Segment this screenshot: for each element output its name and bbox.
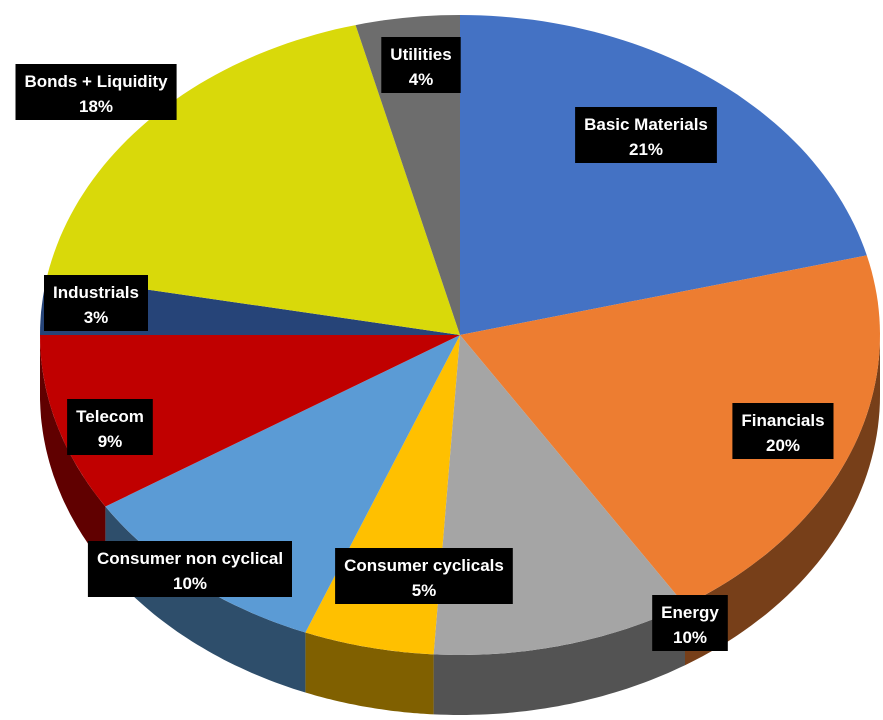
slice-side-energy [433, 605, 685, 715]
data-label-industrials: Industrials 3% [44, 275, 148, 331]
data-label-value: 10% [673, 628, 707, 647]
data-label-box [575, 107, 717, 163]
data-label-box [732, 403, 834, 459]
data-label-category: Bonds + Liquidity [24, 72, 168, 91]
data-label-category: Telecom [76, 407, 144, 426]
slice-utilities [355, 15, 460, 335]
data-label-category: Consumer non cyclical [97, 549, 283, 568]
slice-side-consumer-cyclicals [305, 632, 434, 715]
data-label-consumer-non-cyclical: Consumer non cyclical 10% [87, 541, 293, 597]
data-label-value: 10% [173, 574, 207, 593]
data-label-value: 20% [766, 436, 800, 455]
data-label-value: 18% [79, 97, 113, 116]
data-label-value: 3% [84, 308, 109, 327]
data-label-box [381, 37, 461, 93]
data-label-box [67, 399, 153, 455]
data-label-value: 21% [629, 140, 663, 159]
data-label-category: Consumer cyclicals [344, 556, 504, 575]
data-label-box [87, 541, 293, 597]
pie-label-layer: Basic Materials 21% Financials 20% Energy 10%… [15, 37, 834, 651]
slice-telecom [40, 335, 460, 507]
data-label-value: 5% [412, 581, 437, 600]
data-label-energy: Energy 10% [652, 595, 728, 651]
slice-financials [460, 255, 880, 606]
data-label-value: 9% [98, 432, 123, 451]
slice-bonds-liquidity [47, 25, 461, 335]
data-label-category: Basic Materials [584, 115, 708, 134]
data-label-category: Financials [741, 411, 824, 430]
data-label-value: 4% [409, 70, 434, 89]
data-label-category: Energy [661, 603, 719, 622]
slice-side-telecom [40, 335, 106, 567]
data-label-bonds-liquidity: Bonds + Liquidity 18% [15, 64, 177, 120]
data-label-financials: Financials 20% [732, 403, 834, 459]
data-label-box [335, 548, 513, 604]
data-label-telecom: Telecom 9% [67, 399, 153, 455]
data-label-box [44, 275, 148, 331]
slice-side-financials [685, 335, 880, 666]
slice-basic-materials [460, 15, 867, 335]
data-label-utilities: Utilities 4% [381, 37, 461, 93]
data-label-category: Utilities [390, 45, 451, 64]
data-label-category: Industrials [53, 283, 139, 302]
data-label-consumer-cyclicals: Consumer cyclicals 5% [335, 548, 513, 604]
data-label-box [15, 64, 177, 120]
data-label-box [652, 595, 728, 651]
pie-depth-layer [40, 335, 880, 715]
data-label-basic-materials: Basic Materials 21% [575, 107, 717, 163]
slice-side-consumer-non-cyclical [105, 506, 306, 693]
